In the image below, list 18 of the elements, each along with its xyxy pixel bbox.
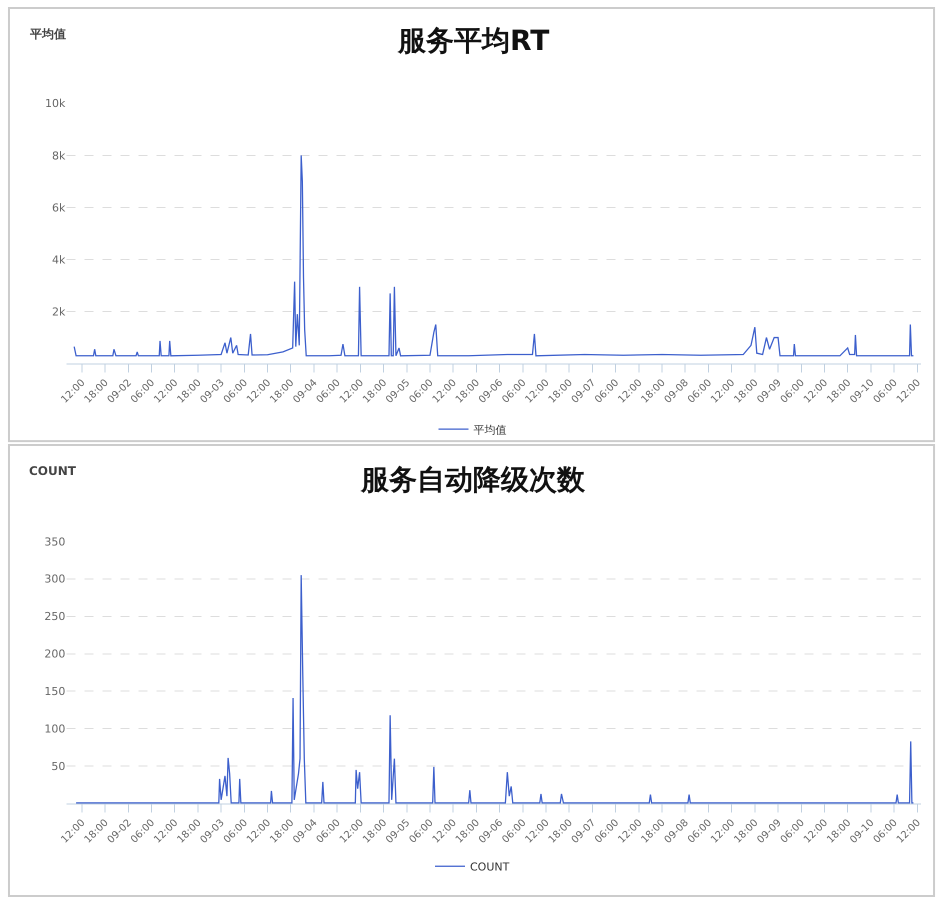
y-tick-label: 100 <box>44 722 66 736</box>
legend-label: COUNT <box>470 860 510 874</box>
y-tick-label: 4k <box>52 253 66 266</box>
chart-title: 服务平均RT <box>397 24 550 57</box>
y-tick-label: 300 <box>44 572 66 586</box>
y-tick-label: 10k <box>45 97 66 110</box>
y-tick-label: 250 <box>44 610 66 624</box>
y-tick-label: 2k <box>52 305 66 318</box>
legend-label: 平均值 <box>474 423 506 436</box>
y-tick-label: 8k <box>52 149 66 162</box>
y-tick-label: 200 <box>44 648 66 661</box>
y-tick-label: 350 <box>44 535 66 548</box>
chart-title: 服务自动降级次数 <box>360 463 586 496</box>
y-tick-label: 50 <box>51 760 66 774</box>
y-tick-label: 6k <box>52 201 66 214</box>
y-tick-label: 150 <box>44 685 66 698</box>
y-axis-title: 平均值 <box>29 27 66 41</box>
y-axis-title: COUNT <box>29 464 77 478</box>
